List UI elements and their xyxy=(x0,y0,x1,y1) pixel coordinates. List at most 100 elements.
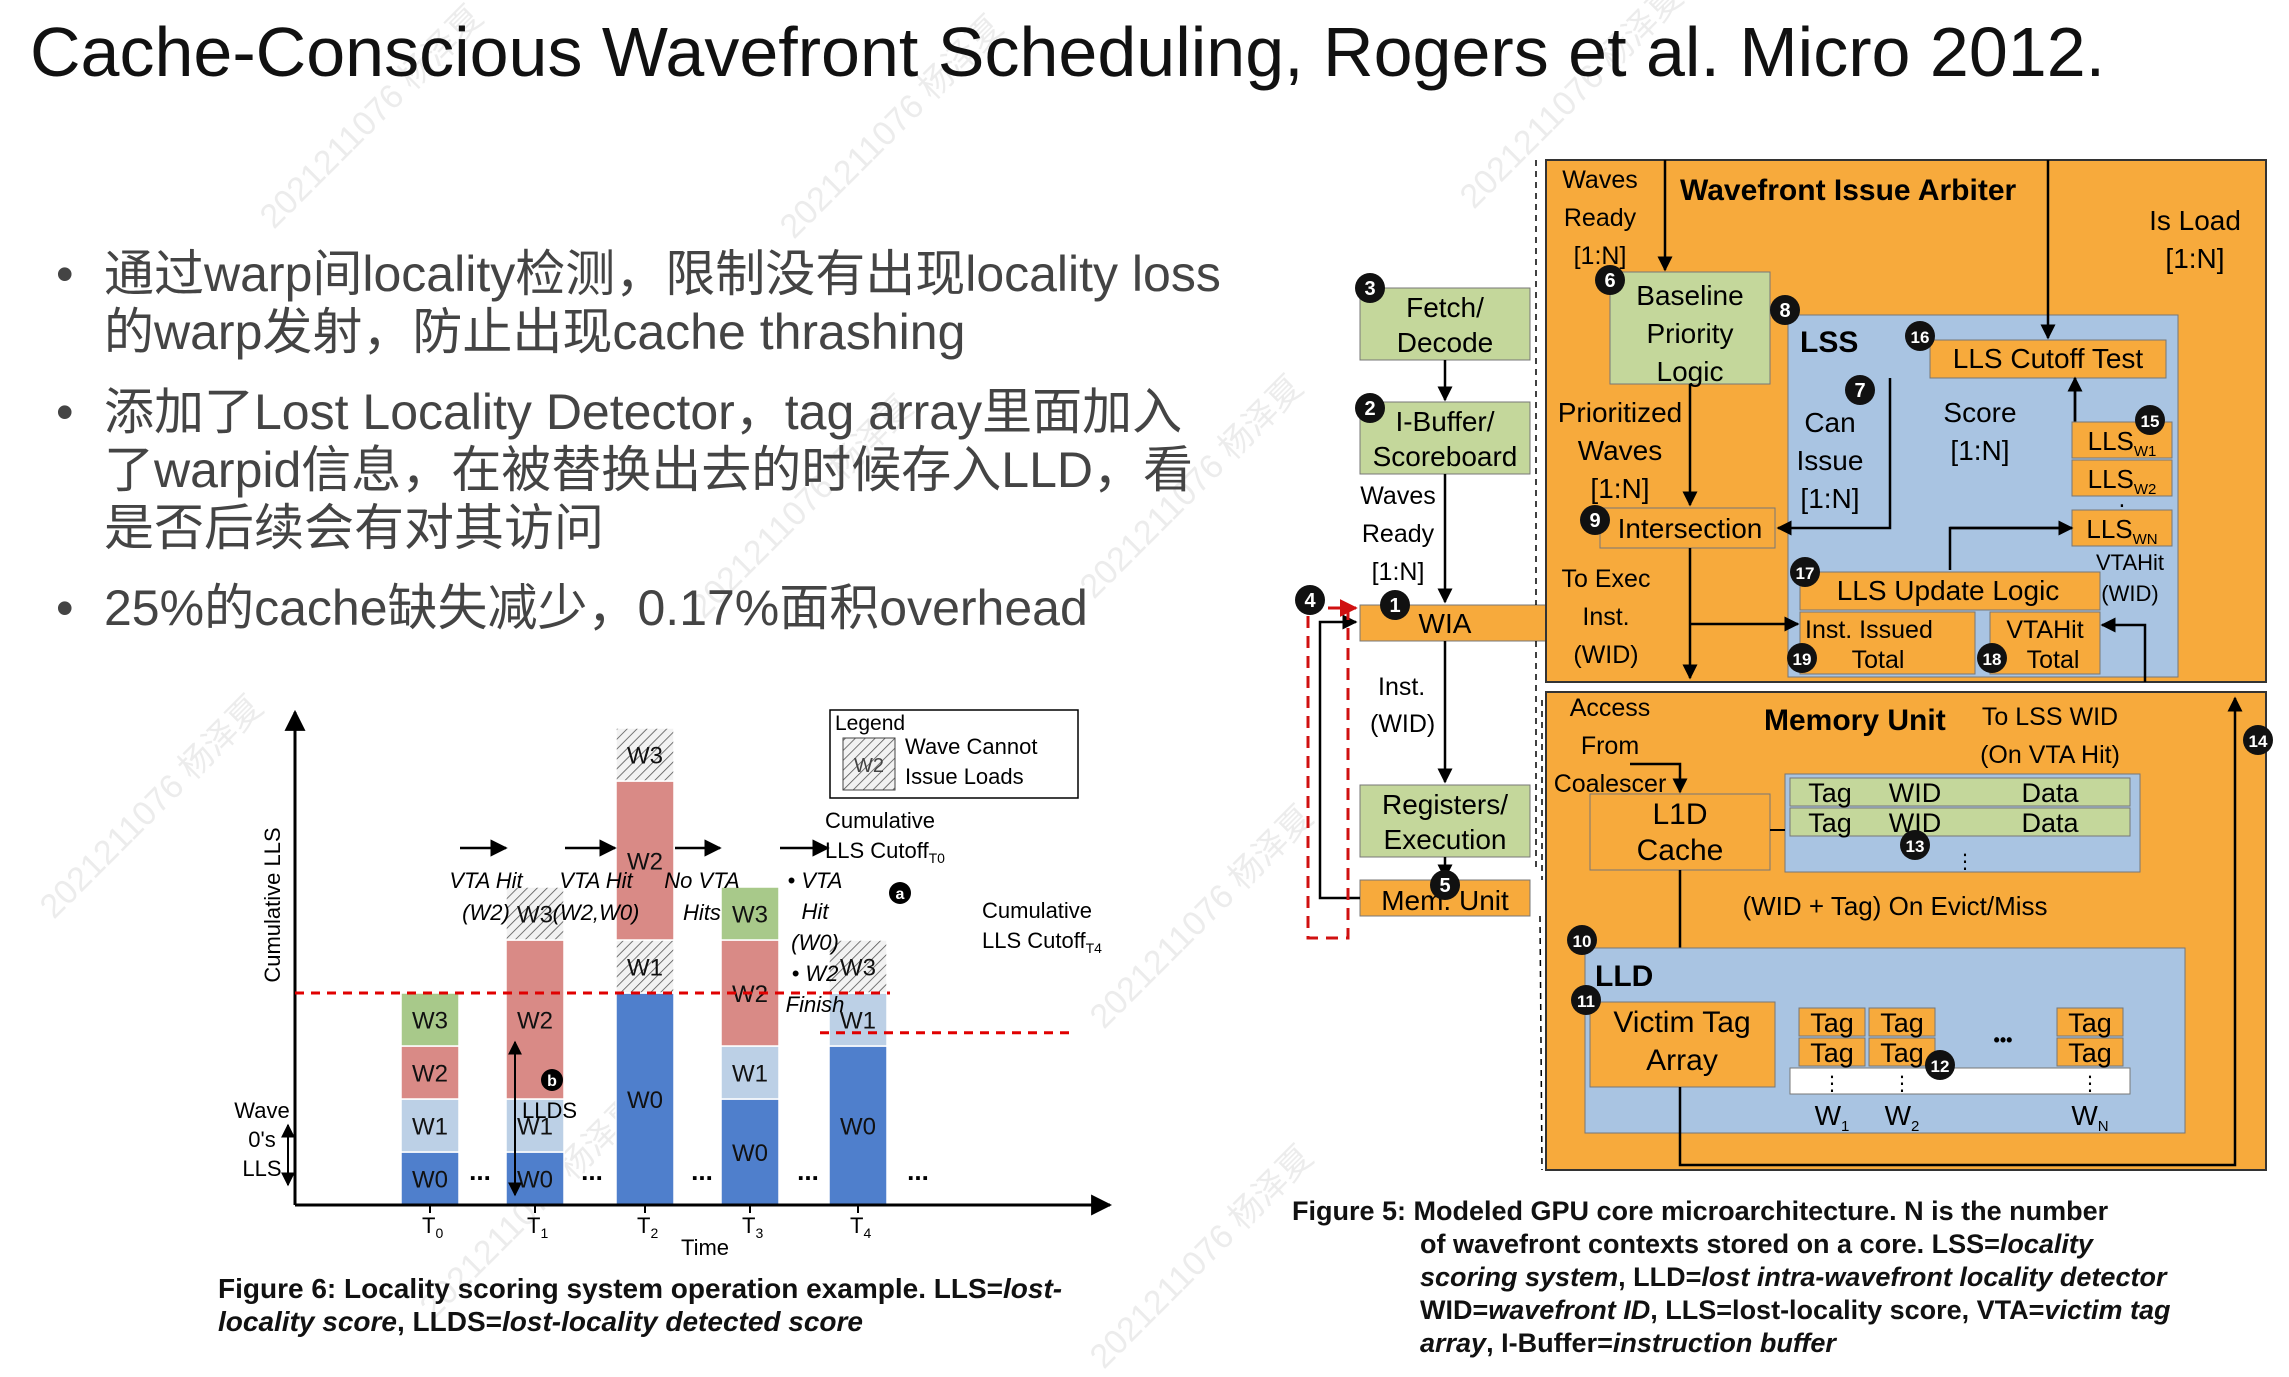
step-marker-8 xyxy=(1770,295,1800,325)
vtahit-box xyxy=(1989,611,2101,675)
wia-label: WIA xyxy=(1419,608,1472,639)
access-label: Access xyxy=(1570,694,1651,722)
vtahit-wid-label: (WID) xyxy=(2101,581,2158,606)
bar-segment-label: W3 xyxy=(412,1008,448,1035)
victim-tag-label: Victim Tag xyxy=(1613,1006,1750,1039)
to-exec-label: To Exec xyxy=(1562,565,1651,593)
x-tick-labels: T0 T1 T2 T3 T4 xyxy=(422,1205,871,1241)
bar-segment-T2-W2 xyxy=(615,780,675,941)
step-marker-13 xyxy=(1900,830,1930,860)
transition-annotation: • VTA xyxy=(788,868,843,893)
bar-segment-T4-W0 xyxy=(828,1045,888,1206)
bar-segment-T2-W3 xyxy=(615,727,675,782)
marker-a-label: a xyxy=(896,886,905,903)
access-label: From xyxy=(1581,732,1639,760)
prioritized-label: Waves xyxy=(1578,435,1663,466)
waves-ready-label: [1:N] xyxy=(1372,558,1425,586)
flow-arrow xyxy=(1948,520,2074,570)
transition-annotation: VTA Hit xyxy=(449,868,523,893)
victim-tag-label: Array xyxy=(1646,1044,1718,1077)
step-marker-label: 1 xyxy=(1389,595,1400,617)
transition-annotation: VTA Hit xyxy=(559,868,633,893)
vtahit-total-label: Total xyxy=(2027,646,2080,674)
wave-zero-label: Wave xyxy=(234,1098,289,1123)
ellipsis: ... xyxy=(469,1156,491,1186)
arbiter-waves-ready: Ready xyxy=(1564,204,1637,232)
feedback-highlight xyxy=(1306,606,1350,940)
flow-arrow xyxy=(1630,762,1688,794)
step-marker-18 xyxy=(1977,643,2007,673)
l1d-wid-label: WID xyxy=(1889,778,1941,808)
cutoff-label: Cumulative xyxy=(982,898,1092,923)
l1d-row xyxy=(1789,807,2131,837)
transition-annotations: VTA Hit (W2) VTA Hit (W2,W0) No VTA Hits • VTA… xyxy=(449,839,929,1186)
bar-segment-label: W1 xyxy=(412,1114,448,1141)
wia-panel-title: Wavefront Issue Arbiter xyxy=(1680,174,2017,207)
step-marker-16 xyxy=(1905,321,1935,351)
inst-wid-label: Inst. xyxy=(1378,673,1425,701)
flow-arrow xyxy=(1776,378,1892,536)
bar-segment-label: W0 xyxy=(627,1087,663,1114)
wave-zero-label: LLS xyxy=(242,1156,281,1181)
step-marker-label: 8 xyxy=(1779,300,1790,322)
memory-unit-title: Memory Unit xyxy=(1764,704,1946,737)
bar-segment-label: W1 xyxy=(840,1008,876,1035)
registers-box xyxy=(1359,784,1531,858)
lld-tag-label: Tag xyxy=(1880,1038,1924,1068)
can-issue-label: Can xyxy=(1804,407,1855,438)
baseline-label: Baseline xyxy=(1636,280,1743,311)
ellipsis: ... xyxy=(907,1156,929,1186)
step-marker-label: 17 xyxy=(1796,564,1815,583)
lld-w-label: W2 xyxy=(1885,1100,1920,1135)
step-marker-label: 10 xyxy=(1573,932,1592,951)
step-marker-4 xyxy=(1295,585,1325,615)
bar-segment-label: W3 xyxy=(517,902,553,929)
step-marker-1 xyxy=(1380,590,1410,620)
l1d-label: Cache xyxy=(1637,834,1724,867)
expand-line xyxy=(1539,915,1543,1171)
score-label: Score xyxy=(1943,397,2016,428)
bar-segment-label: W0 xyxy=(732,1140,768,1167)
lld-w-label: W1 xyxy=(1815,1100,1850,1135)
lls-update-box xyxy=(1799,571,2101,611)
step-marker-label: 5 xyxy=(1439,875,1450,897)
x-tick-label: T4 xyxy=(850,1213,871,1241)
step-marker-6 xyxy=(1595,265,1625,295)
step-marker-label: 7 xyxy=(1854,380,1865,402)
bar-segment-label: W1 xyxy=(732,1061,768,1088)
bar-segment-T2-W0 xyxy=(615,992,675,1206)
step-marker-3 xyxy=(1355,273,1385,303)
bullet-item: • 添加了Lost Locality Detector，tag array里面加入… xyxy=(50,383,1230,557)
inst-total-label: Total xyxy=(1852,646,1905,674)
can-issue-label: [1:N] xyxy=(1800,483,1859,514)
can-issue-label: Issue xyxy=(1797,445,1864,476)
lld-tag-label: Tag xyxy=(2068,1008,2112,1038)
lls-update-label: LLS Update Logic xyxy=(1837,575,2060,606)
cutoff-label: LLS CutoffT0 xyxy=(825,838,945,866)
feedback-loop xyxy=(1318,614,1360,900)
bar-segment-T4-W3 xyxy=(828,939,888,994)
figure-6-caption: Figure 6: Locality scoring system operat… xyxy=(218,1273,1063,1337)
victim-tag-box xyxy=(1589,1001,1776,1088)
arbiter-waves-ready: Waves xyxy=(1562,166,1637,194)
step-marker-label: 15 xyxy=(2141,412,2160,431)
lld-vdots: ⋮ xyxy=(2080,1073,2100,1095)
lld-tag-label: Tag xyxy=(1810,1038,1854,1068)
to-exec-label: (WID) xyxy=(1573,641,1638,669)
vta-hit-path xyxy=(1678,696,2243,1167)
l1d-data-label: Data xyxy=(2021,778,2079,808)
figure-5-caption: Figure 5: Modeled GPU core microarchitec… xyxy=(1292,1196,2171,1358)
l1d-tag-label: Tag xyxy=(1808,778,1852,808)
lld-tag-cell xyxy=(1798,1037,1866,1067)
lld-tag-label: Tag xyxy=(2068,1038,2112,1068)
lld-tag-cell xyxy=(2056,1037,2124,1067)
cutoff-label: Cumulative xyxy=(825,808,935,833)
transition-annotation: Hits xyxy=(683,900,721,925)
x-tick-label: T3 xyxy=(742,1213,763,1241)
step-marker-label: 16 xyxy=(1911,328,1930,347)
bar-segment-T3-W3 xyxy=(720,886,780,941)
ibuffer-label: I-Buffer/ xyxy=(1395,406,1494,437)
bar-segment-T2-W1 xyxy=(615,939,675,994)
